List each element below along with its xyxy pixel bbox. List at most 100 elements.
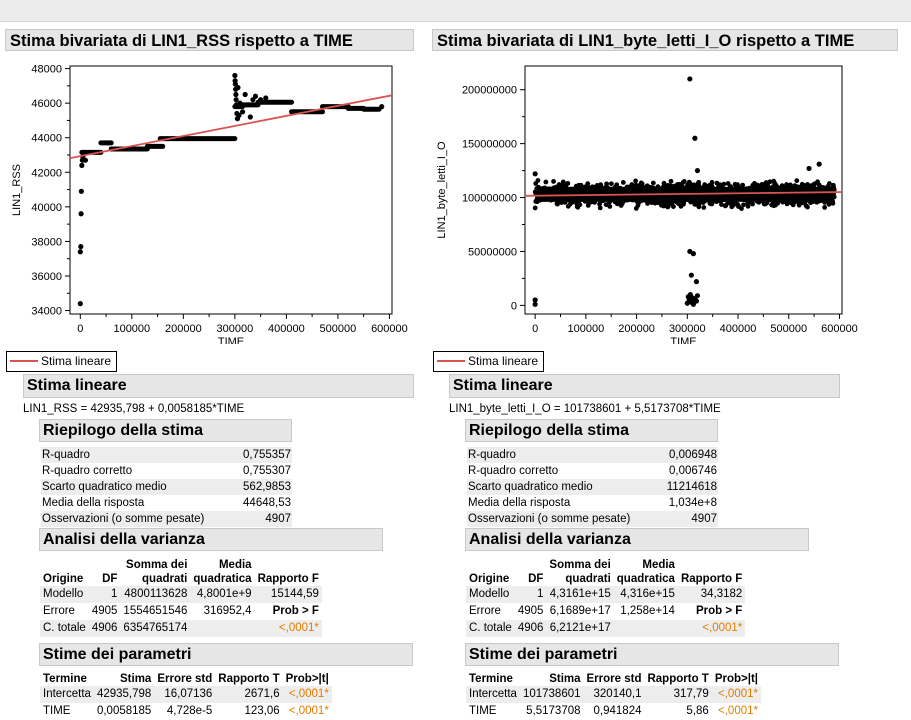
param-stima: 0,0058185 xyxy=(96,705,152,717)
data-point xyxy=(827,181,832,186)
param-stima: 5,5173708 xyxy=(526,705,581,717)
y-tick-label: 46000 xyxy=(31,98,62,110)
data-point xyxy=(603,202,609,208)
anova-ms: 4,8001e+9 xyxy=(196,588,252,600)
col-errore-std: Errore std xyxy=(157,673,213,685)
param-errore: 320140,1 xyxy=(593,688,642,700)
data-point xyxy=(810,182,816,188)
data-point xyxy=(597,201,602,207)
summary-value: 44648,53 xyxy=(243,497,291,509)
data-point xyxy=(696,201,702,207)
plot-frame xyxy=(69,65,393,315)
right-params-table: Termine Stima Errore std Rapporto T Prob… xyxy=(466,670,761,720)
data-point xyxy=(532,297,538,303)
data-point xyxy=(555,201,560,207)
col-rapporto-f: Rapporto F xyxy=(257,573,319,585)
anova-df: 4905 xyxy=(517,605,544,617)
data-point xyxy=(567,201,573,207)
data-point xyxy=(638,180,644,186)
param-termine: TIME xyxy=(469,705,497,717)
x-tick-label: 0 xyxy=(532,323,538,335)
data-point xyxy=(77,249,83,255)
data-point xyxy=(379,104,385,110)
param-p: <,0001* xyxy=(288,688,329,700)
param-p: <,0001* xyxy=(718,705,758,717)
data-point xyxy=(561,180,566,186)
data-point xyxy=(618,203,624,208)
data-point xyxy=(239,109,246,115)
param-stima: 42935,798 xyxy=(96,688,152,700)
right-anova-table: Origine DF Somma dei quadrati Media quadra… xyxy=(466,556,746,637)
right-params-header[interactable]: Stime dei parametri xyxy=(465,643,839,666)
summary-label: Media della risposta xyxy=(468,497,571,509)
left-anova-table: Origine DF Somma dei quadrati Media quadra… xyxy=(40,556,322,637)
data-point xyxy=(694,167,701,174)
left-stima-lineare-header[interactable]: Stima lineare xyxy=(23,374,414,398)
data-point xyxy=(822,204,828,210)
x-tick-label: 0 xyxy=(77,323,83,335)
anova-df: 4905 xyxy=(91,605,118,617)
right-legend[interactable]: Stima lineare xyxy=(433,351,545,372)
col-somma: Somma dei quadrati xyxy=(549,559,611,585)
right-stima-lineare-header[interactable]: Stima lineare xyxy=(449,374,840,398)
anova-ms: 1,258e+14 xyxy=(620,605,675,617)
y-axis-label: LIN1_byte_letti_I_O xyxy=(436,141,448,239)
data-point xyxy=(728,201,734,206)
data-point xyxy=(235,85,241,91)
param-termine: Intercetta xyxy=(43,688,91,700)
data-point xyxy=(242,91,248,98)
data-point xyxy=(722,203,728,209)
summary-label: Scarto quadratico medio xyxy=(468,481,593,493)
col-media: Media quadratica xyxy=(616,559,675,585)
y-tick-label: 40000 xyxy=(31,202,62,214)
left-report-title[interactable]: Stima bivariata di LIN1_RSS rispetto a T… xyxy=(5,29,414,51)
summary-value: 562,9853 xyxy=(243,481,291,493)
data-point xyxy=(258,97,264,103)
data-point xyxy=(690,251,696,257)
x-tick-label: 200000 xyxy=(165,323,202,335)
anova-origine: Modello xyxy=(469,588,510,600)
y-tick-label: 150000000 xyxy=(462,139,517,151)
right-report-title[interactable]: Stima bivariata di LIN1_byte_letti_I_O r… xyxy=(432,29,898,51)
data-points xyxy=(532,76,837,307)
data-point xyxy=(597,205,603,211)
left-params-table: Termine Stima Errore std Rapporto T Prob… xyxy=(40,670,332,720)
data-point xyxy=(668,201,674,206)
data-point xyxy=(692,201,698,207)
data-point xyxy=(735,182,740,188)
right-anova-header[interactable]: Analisi della varianza xyxy=(465,528,809,551)
data-point xyxy=(650,180,656,186)
right-riepilogo-header[interactable]: Riepilogo della stima xyxy=(465,419,718,442)
left-legend[interactable]: Stima lineare xyxy=(6,351,118,372)
param-t: 317,79 xyxy=(673,688,709,700)
data-point xyxy=(745,203,751,209)
summary-label: R-quadro corretto xyxy=(468,465,559,477)
y-tick-label: 34000 xyxy=(31,306,62,318)
col-prob-t: Prob>|t| xyxy=(714,673,758,685)
data-point xyxy=(678,203,684,209)
anova-row: C. totale 4906 6354765174 <,0001* xyxy=(40,620,322,637)
y-tick-label: 38000 xyxy=(31,236,62,248)
anova-row: C. totale 4906 6,2121e+17 <,0001* xyxy=(466,620,746,637)
summary-row: Media della risposta 44648,53 xyxy=(41,495,292,511)
col-rapporto-f: Rapporto F xyxy=(680,573,743,585)
left-riepilogo-header[interactable]: Riepilogo della stima xyxy=(39,419,292,442)
anova-ms: 316952,4 xyxy=(203,605,252,617)
y-tick-label: 42000 xyxy=(31,167,62,179)
data-point xyxy=(741,202,746,208)
data-point xyxy=(629,182,635,187)
data-point xyxy=(532,205,538,211)
col-origine: Origine xyxy=(43,573,84,585)
data-point xyxy=(252,93,259,99)
data-point xyxy=(79,162,85,168)
data-point xyxy=(695,182,700,187)
summary-row: Scarto quadratico medio 562,9853 xyxy=(41,479,292,495)
y-tick-label: 50000000 xyxy=(468,246,517,258)
summary-row: Osservazioni (o somme pesate) 4907 xyxy=(467,511,718,527)
data-point xyxy=(668,178,674,184)
col-somma: Somma dei quadrati xyxy=(126,559,188,585)
left-anova-header[interactable]: Analisi della varianza xyxy=(39,528,383,551)
data-point xyxy=(762,181,768,187)
left-params-header[interactable]: Stime dei parametri xyxy=(39,643,413,666)
data-point xyxy=(585,181,591,187)
